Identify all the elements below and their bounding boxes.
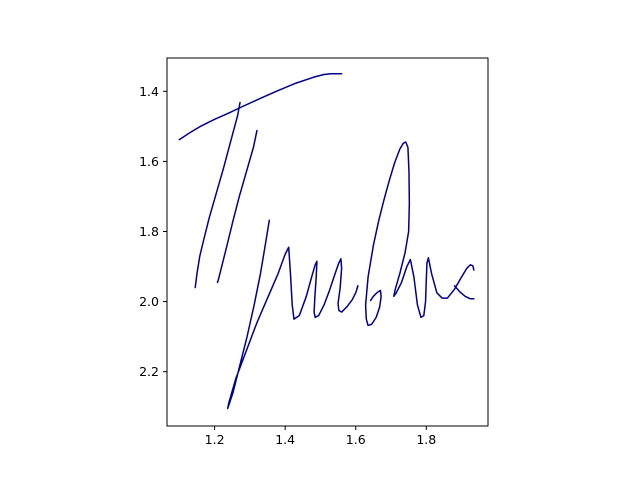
y-axis-ticks: 1.4 1.6 1.8 2.0 2.2 <box>139 84 167 379</box>
x-tick-label: 1.2 <box>205 432 225 447</box>
series-line-3 <box>216 129 258 284</box>
y-tick-label: 1.4 <box>139 84 159 99</box>
y-tick-label: 1.8 <box>139 224 159 239</box>
x-tick-label: 1.8 <box>416 432 436 447</box>
signature-strokes <box>178 73 475 410</box>
series-line-1 <box>178 73 343 141</box>
x-axis-ticks: 1.2 1.4 1.6 1.8 <box>205 426 436 447</box>
x-tick-label: 1.4 <box>275 432 295 447</box>
series-line-6 <box>453 285 475 300</box>
x-tick-label: 1.6 <box>346 432 366 447</box>
plot-frame <box>166 57 489 427</box>
series-line-4 <box>226 219 359 410</box>
series-line-5 <box>364 141 475 327</box>
y-tick-label: 2.0 <box>139 294 159 309</box>
series-line-2 <box>194 101 241 289</box>
y-tick-label: 2.2 <box>139 364 159 379</box>
y-tick-label: 1.6 <box>139 154 159 169</box>
